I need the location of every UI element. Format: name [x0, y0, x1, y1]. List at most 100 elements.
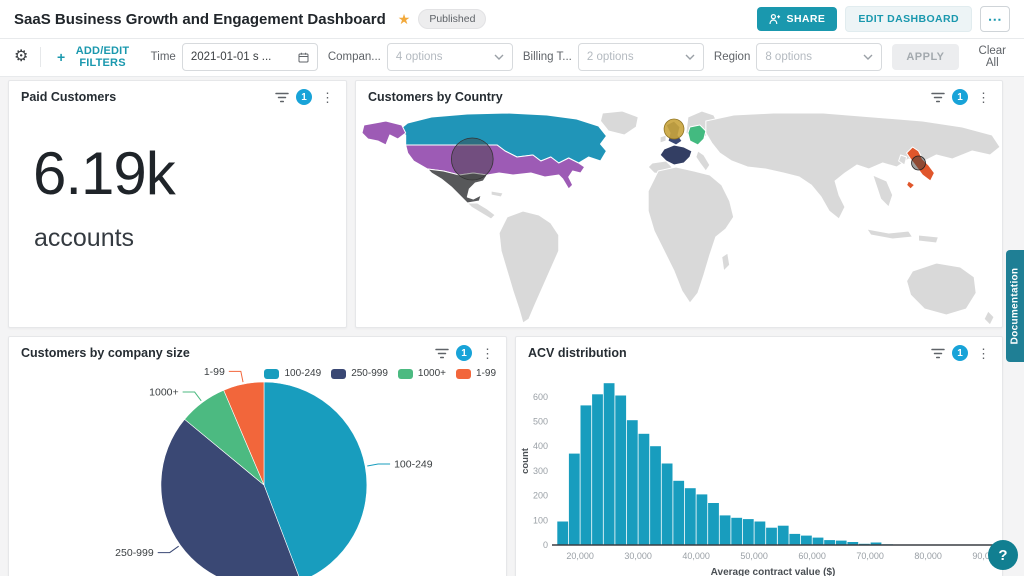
tile-menu-kebab-icon[interactable]: ⋮ [977, 345, 990, 361]
histogram-bar [603, 383, 615, 545]
calendar-icon [298, 52, 309, 63]
histogram-bar [754, 521, 766, 545]
world-choropleth-map [361, 111, 1001, 326]
filter-label: Billing T... [522, 51, 572, 63]
map-italy [695, 150, 711, 172]
histogram-bar [789, 533, 801, 545]
tile-filter-count-badge[interactable]: 1 [456, 345, 472, 361]
help-button[interactable]: ? [988, 540, 1018, 570]
favorite-star-icon[interactable]: ★ [397, 11, 411, 27]
map-bubble-japan [911, 155, 926, 171]
divider [40, 47, 42, 67]
share-button-label: SHARE [786, 13, 826, 25]
filter-bar: ⚙ + ADD/EDIT FILTERS Time 2021-01-01 s .… [0, 38, 1024, 77]
histogram-bar [731, 517, 743, 545]
legend-item-250-999[interactable]: 250-999 [331, 368, 388, 379]
legend-label: 1-99 [475, 368, 496, 379]
histogram-bar [650, 446, 661, 545]
histogram-bar [557, 521, 569, 545]
billing-filter-select[interactable]: 2 options [577, 43, 704, 71]
chevron-down-icon [494, 54, 504, 60]
filter-group-region: Region 8 options [713, 43, 883, 71]
documentation-tab[interactable]: Documentation [1006, 250, 1024, 362]
clear-all-button[interactable]: Clear All [973, 44, 1012, 70]
apply-button[interactable]: APPLY [892, 44, 959, 70]
tile-title: Customers by company size [21, 346, 190, 360]
legend-item-1000+[interactable]: 1000+ [397, 368, 446, 379]
documentation-tab-label: Documentation [1009, 267, 1021, 345]
pie-slice-label: 1-99 [204, 367, 225, 378]
histogram-bar [801, 535, 812, 545]
histogram-bar [847, 542, 859, 545]
page-title: SaaS Business Growth and Engagement Dash… [14, 10, 386, 28]
plus-icon: + [57, 49, 66, 65]
legend-swatch [455, 368, 471, 379]
histogram-bar [673, 480, 685, 545]
tile-filter-count-badge[interactable]: 1 [952, 89, 968, 105]
map-cuba [490, 190, 504, 198]
edit-dashboard-button[interactable]: EDIT DASHBOARD [845, 6, 972, 32]
region-filter-select[interactable]: 8 options [756, 43, 883, 71]
pie-slice-label: 100-249 [394, 458, 433, 470]
filter-group-billing: Billing T... 2 options [523, 43, 704, 71]
filter-group-company: Compan... 4 options [328, 43, 513, 71]
pie-slice-1-99 [223, 381, 265, 486]
billing-filter-value: 2 options [586, 51, 634, 63]
x-tick-label: 70,000 [856, 551, 884, 561]
pie-label-line [228, 370, 244, 383]
tile-menu-kebab-icon[interactable]: ⋮ [481, 345, 494, 361]
tile-customers-by-country: Customers by Country 1 ⋮ [355, 80, 1003, 328]
tile-filter-count-badge[interactable]: 1 [952, 345, 968, 361]
histogram-bar [580, 405, 592, 545]
histogram-bar [777, 525, 789, 545]
tile-filter-count-badge[interactable]: 1 [296, 89, 312, 105]
pie-slice-label: 1000+ [149, 387, 179, 399]
tile-filter-icon[interactable] [435, 347, 449, 360]
map-alaska [361, 120, 407, 146]
histogram-bar [870, 542, 882, 545]
map-new-guinea [918, 234, 939, 244]
time-filter-input[interactable]: 2021-01-01 s ... [181, 43, 318, 71]
filter-label: Time [150, 51, 176, 63]
more-menu-button[interactable]: ⋯ [980, 6, 1010, 32]
tile-menu-kebab-icon[interactable]: ⋮ [321, 89, 334, 105]
legend-label: 100-249 [284, 368, 322, 379]
histogram-bar [766, 527, 777, 545]
legend-swatch [264, 368, 280, 379]
map-japan-south [906, 180, 916, 190]
tile-title: Paid Customers [21, 90, 117, 104]
y-axis-title: count [520, 447, 531, 474]
histogram-bar [696, 494, 708, 545]
histogram-bar [824, 540, 835, 545]
map-madagascar [721, 252, 731, 272]
tile-filter-icon[interactable] [931, 347, 945, 360]
edit-dashboard-label: EDIT DASHBOARD [858, 13, 959, 25]
share-person-icon [768, 13, 781, 25]
tile-filter-icon[interactable] [931, 91, 945, 104]
histogram-bar [812, 537, 824, 545]
tile-filter-icon[interactable] [275, 91, 289, 104]
tile-title: Customers by Country [368, 90, 503, 104]
pie-slice-label: 250-999 [115, 547, 154, 559]
histogram-bar [638, 433, 650, 545]
legend-item-100-249[interactable]: 100-249 [264, 368, 321, 379]
histogram-bar [835, 540, 847, 545]
share-button[interactable]: SHARE [756, 7, 838, 31]
map-france [659, 144, 693, 166]
pie-label-line [367, 463, 391, 467]
legend-item-1-99[interactable]: 1-99 [455, 368, 496, 379]
map-greenland [599, 111, 639, 136]
map-central-america [466, 202, 496, 220]
kpi-value: 6.19k [33, 140, 176, 207]
map-korea [898, 154, 908, 166]
add-edit-filters-button[interactable]: + ADD/EDIT FILTERS [51, 44, 141, 70]
pie-label-line [182, 391, 202, 402]
tile-menu-kebab-icon[interactable]: ⋮ [977, 89, 990, 105]
dashboard-settings-gear-icon[interactable]: ⚙ [14, 48, 29, 65]
legend-swatch [331, 368, 347, 379]
histogram-bar [615, 395, 627, 545]
map-australia [906, 262, 977, 316]
map-bubble-usa [451, 137, 494, 181]
company-filter-select[interactable]: 4 options [386, 43, 513, 71]
filter-label: Region [713, 51, 751, 63]
